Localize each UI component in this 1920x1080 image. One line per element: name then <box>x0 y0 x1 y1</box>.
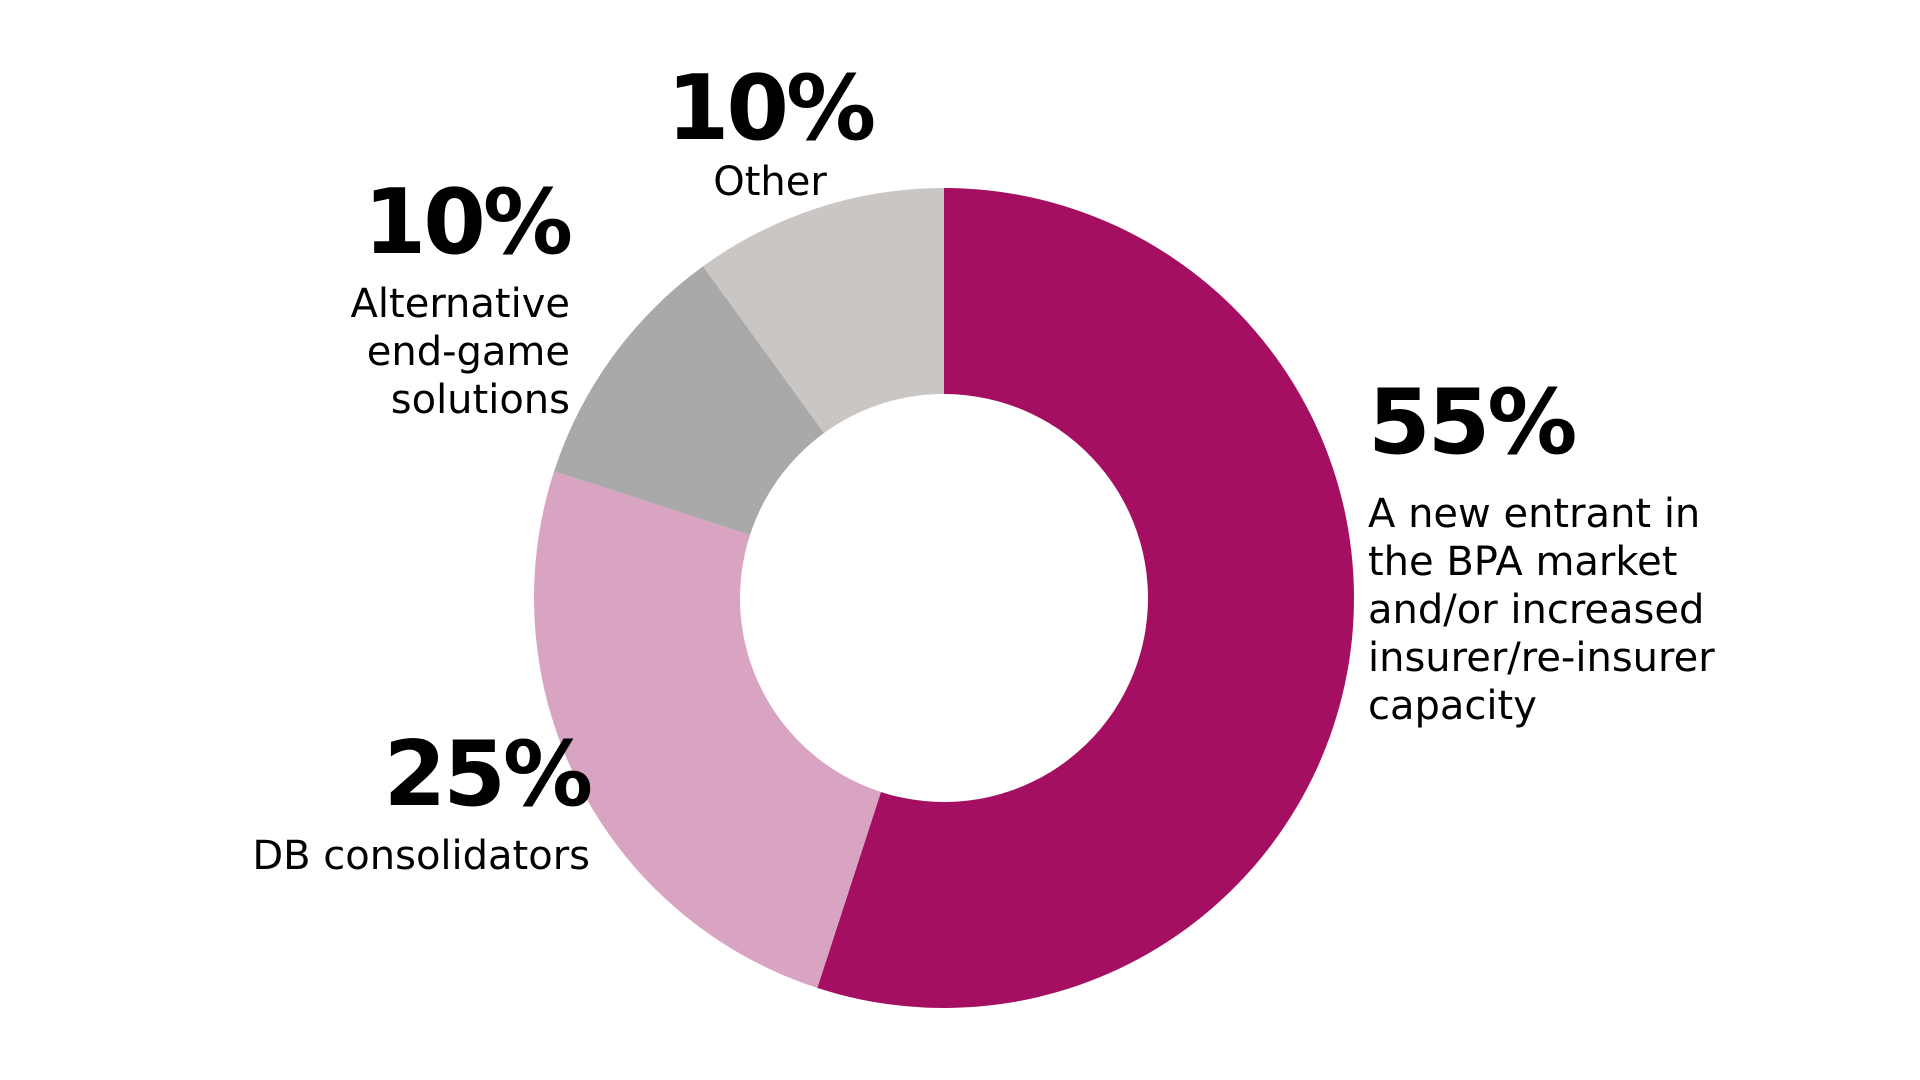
slice-description-line: capacity <box>1368 683 1537 729</box>
slice-description-line: and/or increased <box>1368 587 1705 633</box>
slice-description-bpa: A new entrant in the BPA market and/or i… <box>1368 490 1808 730</box>
slice-db-consolidators <box>534 471 881 988</box>
slice-description-line: Alternative <box>350 281 570 327</box>
slice-label-db-consolidators: 25% DB consolidators <box>200 722 593 880</box>
slice-percent-bpa: 55% <box>1368 370 1577 475</box>
slice-description-line: the BPA market <box>1368 539 1678 585</box>
slice-alternative <box>554 266 825 535</box>
slice-percent-other: 10% <box>666 56 876 161</box>
slice-other <box>703 188 944 433</box>
slice-description-alternative: Alternative end-game solutions <box>270 280 570 424</box>
slice-label-alternative: 10% Alternative end-game solutions <box>270 170 573 424</box>
slice-description-line: Other <box>713 159 827 205</box>
slice-label-other: 10% Other <box>630 64 910 206</box>
slice-description-line: insurer/re-insurer <box>1368 635 1715 681</box>
slice-percent-db-consolidators: 25% <box>383 722 593 827</box>
slice-description-line: end-game <box>366 329 570 375</box>
slice-bpa <box>817 188 1354 1009</box>
slice-description-line: DB consolidators <box>252 833 590 879</box>
slice-description-db-consolidators: DB consolidators <box>200 832 590 880</box>
slice-percent-alternative: 10% <box>363 170 573 275</box>
slice-description-line: solutions <box>390 377 570 423</box>
slice-description-line: A new entrant in <box>1368 491 1701 537</box>
slice-description-other: Other <box>630 158 910 206</box>
slice-label-bpa: 55% A new entrant in the BPA market and/… <box>1368 378 1808 730</box>
